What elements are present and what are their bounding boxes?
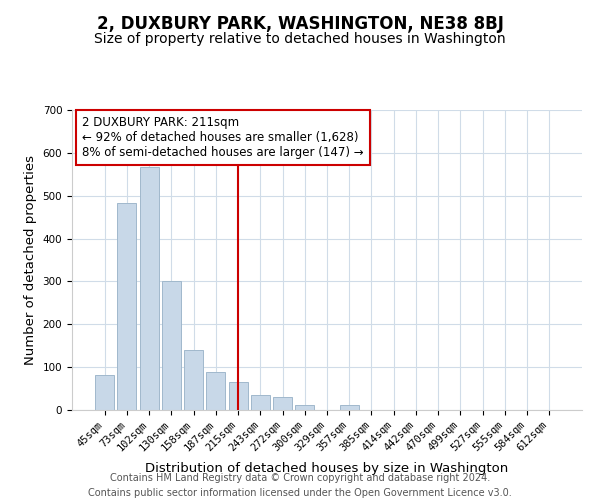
Bar xyxy=(251,394,270,410)
Text: Size of property relative to detached houses in Washington: Size of property relative to detached ho… xyxy=(94,32,506,46)
X-axis label: Distribution of detached houses by size in Washington: Distribution of detached houses by size … xyxy=(145,462,509,474)
Y-axis label: Number of detached properties: Number of detached properties xyxy=(24,155,37,365)
Bar xyxy=(229,382,248,410)
Bar xyxy=(206,372,225,410)
Bar xyxy=(140,167,158,410)
Bar xyxy=(95,375,114,410)
Bar xyxy=(184,350,203,410)
Bar xyxy=(118,202,136,410)
Text: Contains HM Land Registry data © Crown copyright and database right 2024.
Contai: Contains HM Land Registry data © Crown c… xyxy=(88,472,512,498)
Bar xyxy=(295,405,314,410)
Bar xyxy=(162,280,181,410)
Text: 2, DUXBURY PARK, WASHINGTON, NE38 8BJ: 2, DUXBURY PARK, WASHINGTON, NE38 8BJ xyxy=(97,15,503,33)
Text: 2 DUXBURY PARK: 211sqm
← 92% of detached houses are smaller (1,628)
8% of semi-d: 2 DUXBURY PARK: 211sqm ← 92% of detached… xyxy=(82,116,364,159)
Bar xyxy=(340,406,359,410)
Bar xyxy=(273,396,292,410)
